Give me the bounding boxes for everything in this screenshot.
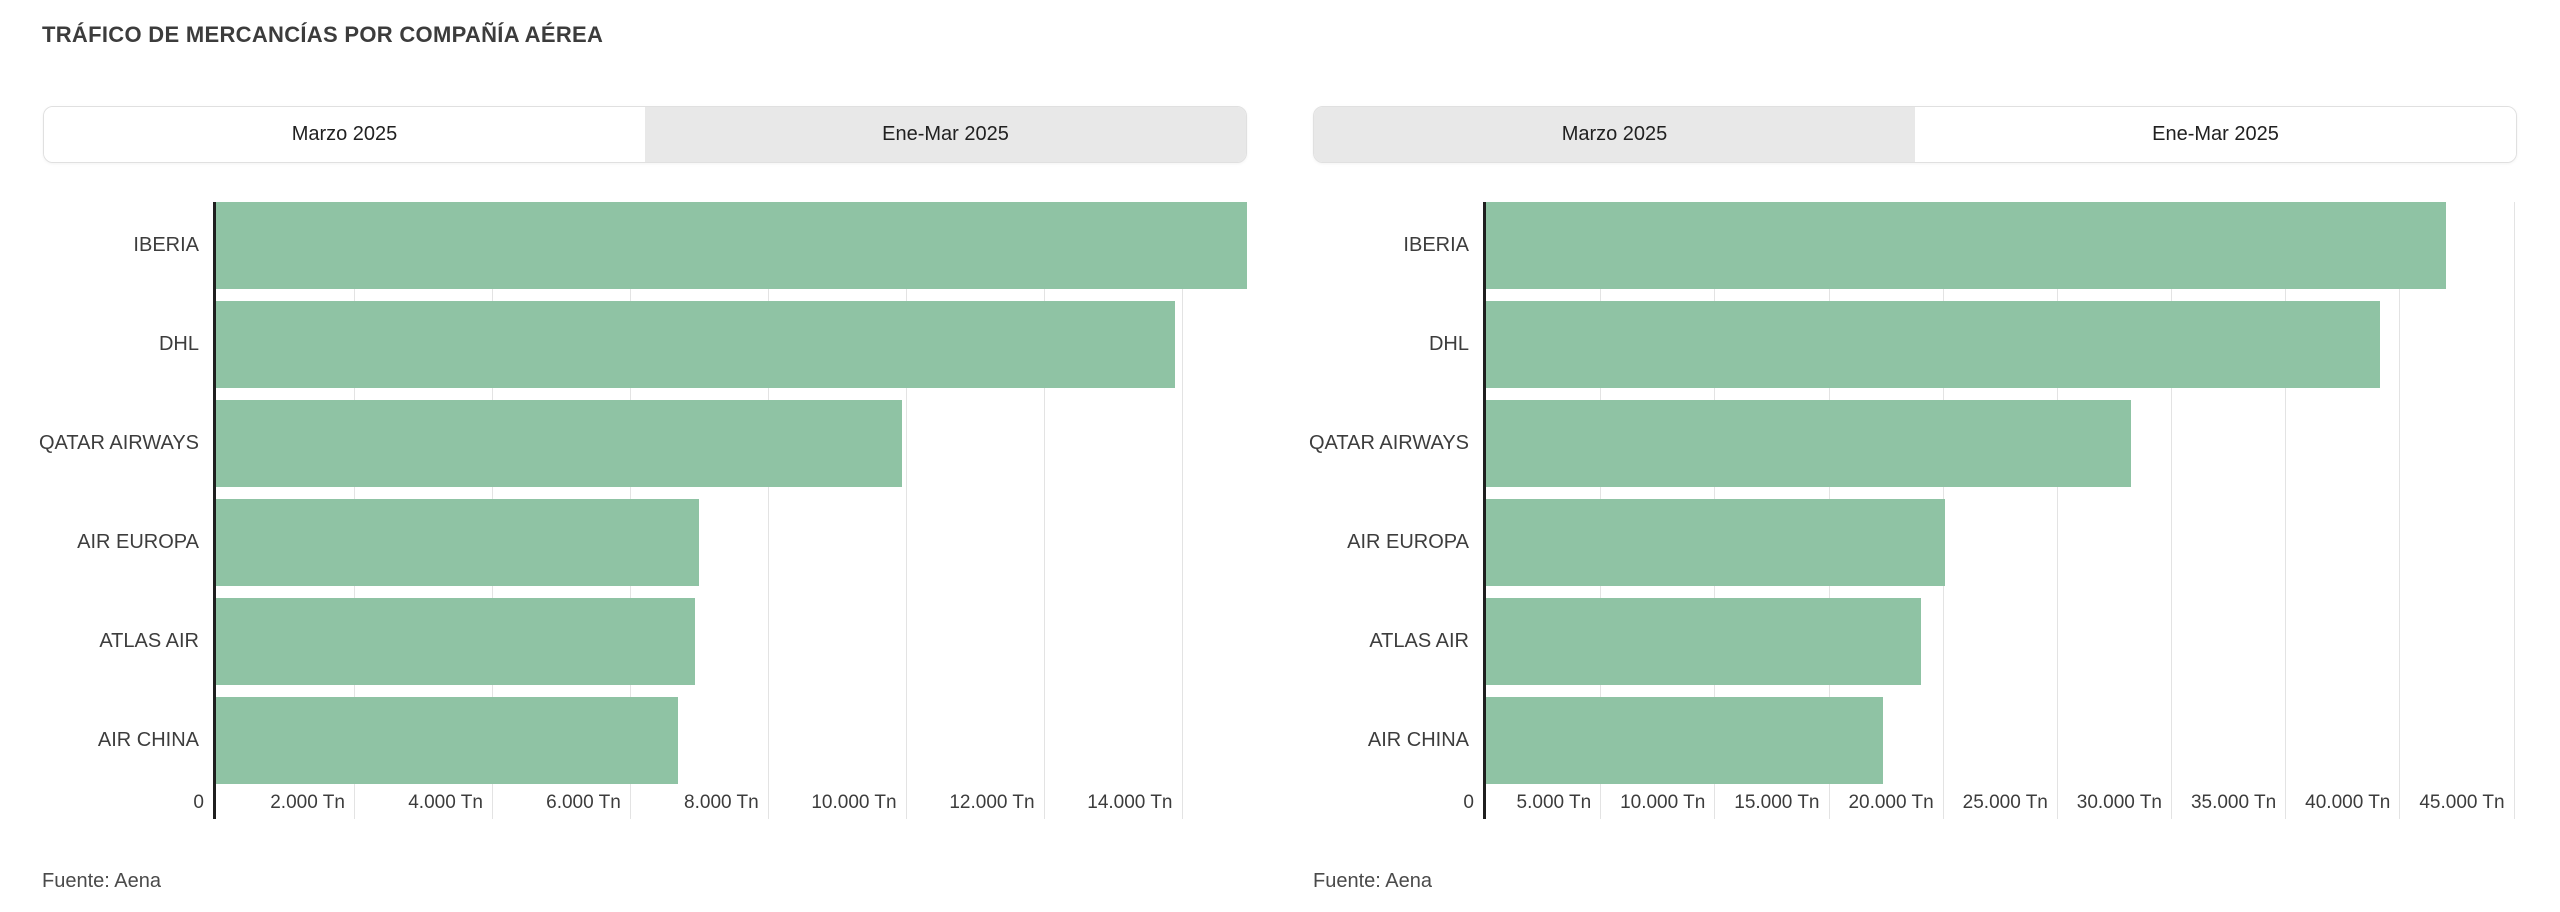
x-tick-label: 25.000 Tn xyxy=(1962,792,2048,813)
x-gridline xyxy=(1181,202,1183,819)
category-label-qatar-airways: QATAR AIRWAYS xyxy=(38,432,199,454)
x-gridline xyxy=(1043,202,1045,819)
category-label-air-china: AIR CHINA xyxy=(1367,729,1469,751)
category-label-air-europa: AIR EUROPA xyxy=(77,531,199,553)
x-tick-label: 5.000 Tn xyxy=(1516,792,1592,813)
bar-iberia xyxy=(1486,202,2447,289)
bar-air-china xyxy=(1486,697,1884,784)
bar-dhl xyxy=(216,301,1175,388)
source-label: Fuente: Aena xyxy=(1313,870,1432,892)
x-gridline xyxy=(2056,202,2058,819)
bar-dhl xyxy=(1486,301,2380,388)
x-tick-label: 15.000 Tn xyxy=(1734,792,1820,813)
category-label-air-europa: AIR EUROPA xyxy=(1347,531,1469,553)
category-label-dhl: DHL xyxy=(1428,333,1469,355)
bar-iberia xyxy=(216,202,1247,289)
category-label-air-china: AIR CHINA xyxy=(97,729,199,751)
x-tick-label: 10.000 Tn xyxy=(1620,792,1706,813)
x-tick-label: 20.000 Tn xyxy=(1848,792,1934,813)
x-tick-label: 35.000 Tn xyxy=(2190,792,2277,813)
category-label-atlas-air: ATLAS AIR xyxy=(1369,630,1469,652)
source-label: Fuente: Aena xyxy=(42,870,161,892)
category-label-qatar-airways: QATAR AIRWAYS xyxy=(1308,432,1469,454)
category-label-atlas-air: ATLAS AIR xyxy=(99,630,199,652)
x-tick-label: 2.000 Tn xyxy=(270,792,345,813)
bar-chart-plot: 0 5.000 Tn 10.000 Tn 15.000 Tn 20.000 Tn 25.0… xyxy=(1308,202,2517,832)
freight-chart-marzo-2025: Marzo 2025 Ene-Mar 2025 0 2.000 Tn 4.000 Tn… xyxy=(38,106,1247,832)
bar-air-europa xyxy=(216,499,699,586)
tab-ene-mar-2025[interactable]: Ene-Mar 2025 xyxy=(1915,107,2516,162)
freight-chart-ene-mar-2025: Marzo 2025 Ene-Mar 2025 0 5.000 Tn 10.000 T… xyxy=(1308,106,2517,832)
tab-marzo-2025[interactable]: Marzo 2025 xyxy=(1314,107,1915,162)
category-label-dhl: DHL xyxy=(158,333,199,355)
x-gridline xyxy=(2399,202,2401,819)
x-gridline xyxy=(767,202,769,819)
bar-air-europa xyxy=(1486,499,1945,586)
x-tick-label: 30.000 Tn xyxy=(2076,792,2162,813)
x-tick-label: 8.000 Tn xyxy=(684,792,759,813)
x-tick-label: 0 xyxy=(193,792,204,813)
x-tick-label: 14.000 Tn xyxy=(1087,792,1173,813)
page-title: TRÁFICO DE MERCANCÍAS POR COMPAÑÍA AÉREA xyxy=(42,22,604,47)
bar-chart-plot: 0 2.000 Tn 4.000 Tn 6.000 Tn 8.000 Tn 10.000 … xyxy=(38,202,1247,832)
x-tick-label: 12.000 Tn xyxy=(949,792,1035,813)
x-tick-label: 45.000 Tn xyxy=(2419,792,2505,813)
x-gridline xyxy=(2285,202,2287,819)
x-tick-label: 40.000 Tn xyxy=(2305,792,2391,813)
tab-marzo-2025[interactable]: Marzo 2025 xyxy=(44,107,645,162)
x-tick-label: 4.000 Tn xyxy=(408,792,483,813)
x-gridline xyxy=(2513,202,2515,819)
x-tick-label: 10.000 Tn xyxy=(811,792,897,813)
y-axis-line xyxy=(213,202,216,819)
bar-atlas-air xyxy=(216,598,696,685)
bar-air-china xyxy=(216,697,679,784)
bar-qatar-airways xyxy=(216,400,903,487)
bar-atlas-air xyxy=(1486,598,1921,685)
period-tab-bar: Marzo 2025 Ene-Mar 2025 xyxy=(43,106,1247,163)
tab-ene-mar-2025[interactable]: Ene-Mar 2025 xyxy=(645,107,1246,162)
category-label-iberia: IBERIA xyxy=(1403,234,1469,256)
x-gridline xyxy=(905,202,907,819)
bar-qatar-airways xyxy=(1486,400,2132,487)
period-tab-bar: Marzo 2025 Ene-Mar 2025 xyxy=(1313,106,2517,163)
y-axis-line xyxy=(1483,202,1486,819)
category-label-iberia: IBERIA xyxy=(133,234,199,256)
x-tick-label: 0 xyxy=(1463,792,1474,813)
x-tick-label: 6.000 Tn xyxy=(546,792,621,813)
x-gridline xyxy=(2171,202,2172,819)
